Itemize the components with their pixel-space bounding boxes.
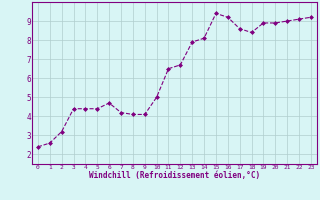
- X-axis label: Windchill (Refroidissement éolien,°C): Windchill (Refroidissement éolien,°C): [89, 171, 260, 180]
